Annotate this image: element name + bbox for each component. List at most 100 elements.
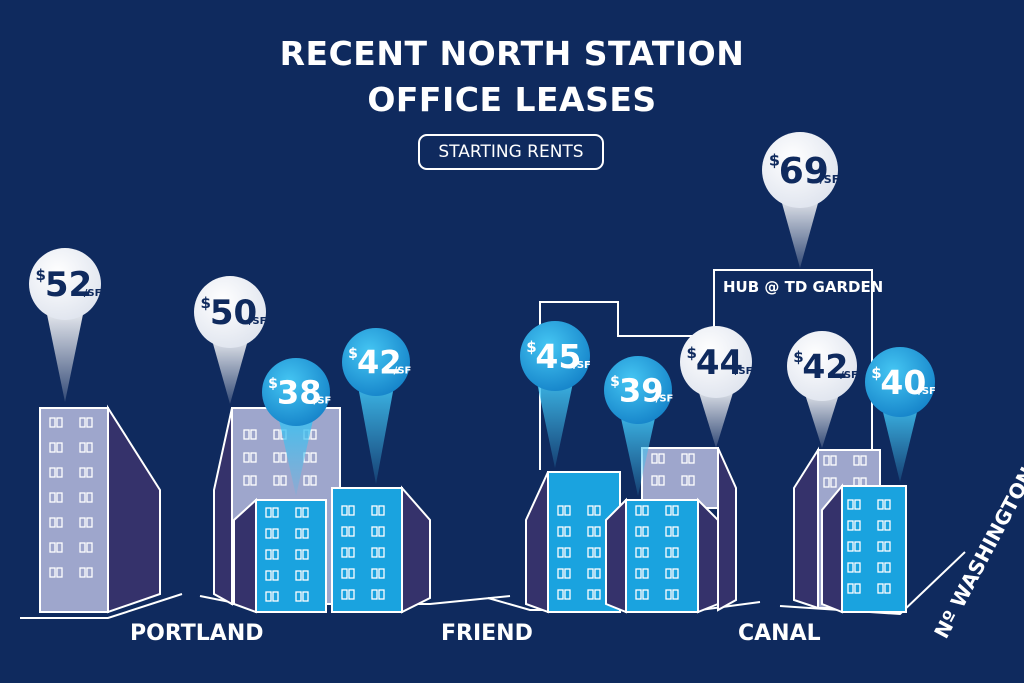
window <box>371 526 378 537</box>
window <box>56 567 63 578</box>
window <box>243 475 250 486</box>
window <box>665 568 672 579</box>
window <box>877 562 884 573</box>
window <box>642 568 649 579</box>
windows <box>823 455 867 488</box>
pin-unit: /SF <box>394 366 412 377</box>
window <box>557 589 564 600</box>
pin-currency: $ <box>348 346 358 362</box>
window <box>557 526 564 537</box>
window <box>303 475 310 486</box>
window <box>378 547 385 558</box>
window <box>635 526 642 537</box>
window <box>348 589 355 600</box>
window <box>79 517 86 528</box>
window <box>877 583 884 594</box>
windows <box>847 499 891 594</box>
window <box>642 526 649 537</box>
window <box>272 570 279 581</box>
window <box>273 475 280 486</box>
windows <box>341 505 385 600</box>
window <box>378 505 385 516</box>
window <box>302 507 309 518</box>
window <box>557 568 564 579</box>
pin-price: 52 <box>45 265 92 305</box>
pin-price: 45 <box>535 337 581 376</box>
pin-beam <box>619 410 657 496</box>
window <box>672 505 679 516</box>
window <box>49 467 56 478</box>
street-label-washington: Nº WASHINGTON <box>929 463 1024 642</box>
window <box>86 442 93 453</box>
window <box>672 547 679 558</box>
price-pin-42a: $42/SF <box>342 328 411 484</box>
window <box>594 589 601 600</box>
window <box>594 505 601 516</box>
window <box>587 505 594 516</box>
window <box>564 589 571 600</box>
window <box>830 477 837 488</box>
window <box>56 442 63 453</box>
pin-beam <box>696 383 736 448</box>
window <box>56 492 63 503</box>
window <box>295 528 302 539</box>
subtitle-badge: STARTING RENTS <box>418 134 604 170</box>
window <box>877 520 884 531</box>
window <box>847 541 854 552</box>
window <box>280 475 287 486</box>
window <box>265 549 272 560</box>
window <box>877 541 884 552</box>
pin-price: 44 <box>696 343 743 383</box>
window <box>243 429 250 440</box>
window <box>341 505 348 516</box>
pin-currency: $ <box>793 348 803 366</box>
pin-unit: /SF <box>84 288 102 299</box>
window <box>265 507 272 518</box>
window <box>594 526 601 537</box>
price-pin-52: $52/SF <box>29 248 101 402</box>
window <box>884 562 891 573</box>
hub-label: HUB @ TD GARDEN <box>723 278 883 296</box>
window <box>371 568 378 579</box>
pin-circle <box>194 276 266 348</box>
window <box>79 567 86 578</box>
window <box>847 583 854 594</box>
pin-beam <box>535 377 575 468</box>
pin-unit: /SF <box>735 366 753 377</box>
pin-currency: $ <box>35 266 45 284</box>
window <box>79 492 86 503</box>
window <box>884 499 891 510</box>
window <box>877 499 884 510</box>
window <box>587 568 594 579</box>
window <box>594 568 601 579</box>
price-pin-69: $69/SF <box>762 132 839 268</box>
window <box>302 528 309 539</box>
window <box>49 542 56 553</box>
window <box>681 453 688 464</box>
window <box>79 467 86 478</box>
pin-price: 38 <box>277 374 322 412</box>
price-pin-39: $39/SF <box>604 356 673 496</box>
window <box>830 455 837 466</box>
window <box>635 547 642 558</box>
window <box>295 570 302 581</box>
pin-unit: /SF <box>820 173 839 186</box>
window <box>823 477 830 488</box>
window <box>587 589 594 600</box>
window <box>79 442 86 453</box>
window <box>86 517 93 528</box>
windows <box>651 453 695 486</box>
pin-circle <box>604 356 672 424</box>
window <box>564 568 571 579</box>
window <box>847 562 854 573</box>
window <box>79 542 86 553</box>
pin-unit: /SF <box>314 396 332 407</box>
pin-beam <box>210 333 250 404</box>
window <box>371 505 378 516</box>
window <box>341 568 348 579</box>
pin-circle <box>29 248 101 320</box>
window <box>823 455 830 466</box>
window <box>49 442 56 453</box>
pin-circle <box>787 331 857 401</box>
window <box>665 526 672 537</box>
